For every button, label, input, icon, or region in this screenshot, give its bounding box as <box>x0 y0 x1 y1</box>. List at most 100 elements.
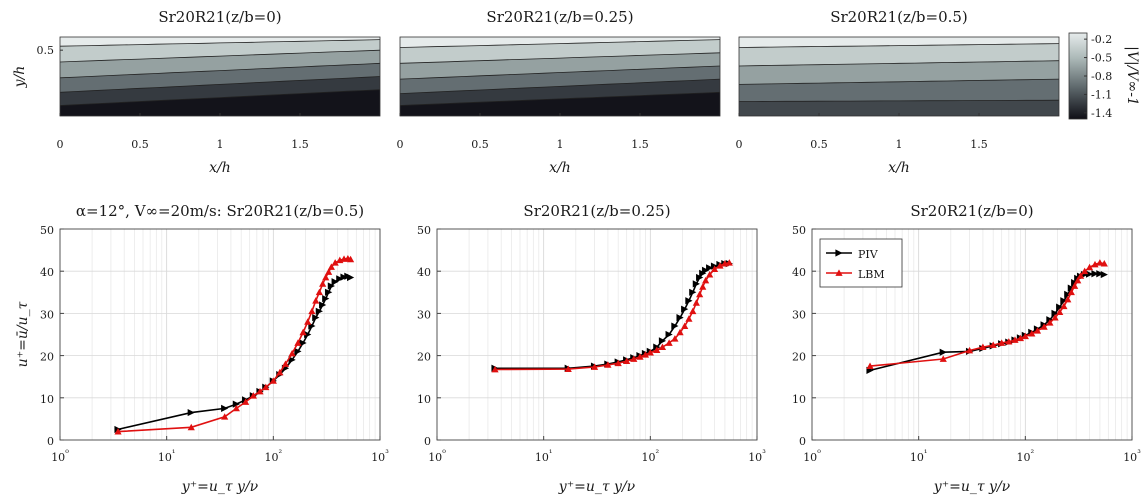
data-point-lbm <box>315 288 323 296</box>
plot-frame <box>811 228 1133 441</box>
series-line-lbm <box>869 261 1105 367</box>
contour-line <box>399 78 721 94</box>
data-point-lbm <box>564 365 572 372</box>
x-tick-label: 0.5 <box>131 138 149 151</box>
contour-line <box>738 43 1060 48</box>
x-axis-label: x/h <box>209 160 231 176</box>
y-tick-label: 20 <box>40 351 54 364</box>
data-point-piv <box>702 266 710 274</box>
data-point-lbm <box>249 392 257 399</box>
data-point-piv <box>340 273 348 281</box>
colorbar-tick-label: -0.5 <box>1091 52 1112 65</box>
x-tick-label: 10² <box>265 449 283 464</box>
data-point-lbm <box>1085 263 1094 271</box>
data-point-piv <box>658 337 667 345</box>
data-point-piv <box>671 322 679 330</box>
heatmap-band <box>400 92 720 116</box>
contour-line <box>59 49 381 63</box>
data-point-lbm <box>1060 302 1068 310</box>
contour-line <box>59 39 381 47</box>
x-tick-label: 1.5 <box>970 138 988 151</box>
data-point-piv <box>1067 284 1075 292</box>
data-point-lbm <box>681 322 689 329</box>
x-tick-label: 10³ <box>748 449 766 464</box>
data-point-piv <box>325 288 333 296</box>
x-tick-label: 1 <box>896 138 903 151</box>
data-point-lbm <box>706 270 714 278</box>
x-tick-label: 0.5 <box>471 138 489 151</box>
x-tick-label: 10³ <box>1123 449 1141 464</box>
data-point-piv <box>696 273 704 282</box>
data-point-lbm <box>665 339 673 346</box>
profile-plot: 0 10 20 30 40 50 10⁰ 10¹ 10² 10³ α=12°, V∞=20m/s: … <box>15 202 389 495</box>
data-point-lbm <box>658 343 667 351</box>
y-tick-label: 40 <box>792 266 806 279</box>
data-point-lbm <box>1077 272 1085 279</box>
plot-title: Sr20R21(z/b=0.25) <box>523 202 670 220</box>
data-point-lbm <box>696 290 704 298</box>
data-point-lbm <box>1016 334 1025 342</box>
data-point-piv <box>187 408 195 417</box>
data-point-piv <box>681 305 689 313</box>
data-point-lbm <box>604 361 612 368</box>
data-point-lbm <box>232 404 240 412</box>
heatmap-panel: Sr20R21(z/b=0) 0 0.5 1 1.5 x/h 0.5 y/h <box>12 8 381 176</box>
y-tick-label: 30 <box>40 308 54 321</box>
data-point-lbm <box>331 259 339 266</box>
y-tick-label: 10 <box>417 393 431 406</box>
data-point-piv <box>221 404 229 412</box>
plot-frame <box>59 228 381 441</box>
data-point-lbm <box>1005 338 1013 345</box>
data-point-piv <box>1096 270 1104 278</box>
data-point-lbm <box>308 307 316 315</box>
data-point-lbm <box>327 263 335 270</box>
x-tick-label: 10¹ <box>535 449 553 464</box>
data-point-lbm <box>641 351 650 358</box>
contour-line <box>399 52 721 64</box>
data-point-lbm <box>689 307 697 315</box>
data-point-lbm <box>1040 323 1048 330</box>
data-point-lbm <box>1091 260 1099 268</box>
data-point-lbm <box>692 299 700 306</box>
heatmap-title: Sr20R21(z/b=0) <box>158 8 281 26</box>
data-point-lbm <box>998 339 1006 346</box>
data-point-lbm <box>653 346 661 353</box>
heatmap-panel: Sr20R21(z/b=0.25) 0 0.5 1 1.5 x/h <box>397 8 721 176</box>
data-point-lbm <box>630 355 638 362</box>
colorbar-tick-label: -1.1 <box>1091 88 1112 101</box>
plot-title: Sr20R21(z/b=0) <box>910 202 1033 220</box>
x-tick-label: 1 <box>557 138 564 151</box>
data-point-lbm <box>114 427 122 435</box>
data-point-lbm <box>623 357 631 364</box>
data-point-lbm <box>491 365 499 373</box>
data-point-lbm <box>1028 330 1036 337</box>
data-point-piv <box>315 307 323 315</box>
x-tick-label: 0.5 <box>810 138 828 151</box>
data-point-lbm <box>1056 308 1064 316</box>
y-tick-label: 0 <box>799 435 806 448</box>
data-point-piv <box>294 347 302 355</box>
colorbar-tick-label: -1.4 <box>1091 107 1112 120</box>
y-tick-label: 0 <box>47 435 54 448</box>
data-point-lbm <box>671 335 679 342</box>
y-tick-label: 0.5 <box>37 44 55 57</box>
profile-plot: 0 10 20 30 40 50 10⁰ 10¹ 10² 10³ Sr20R21(z/b=0) y⁺=… <box>792 202 1141 495</box>
y-axis-label: y/h <box>12 66 28 89</box>
series-line-lbm <box>494 262 730 371</box>
legend: PIV LBM <box>819 238 903 288</box>
x-tick-label: 1.5 <box>631 138 649 151</box>
data-point-lbm <box>685 315 693 322</box>
x-tick-label: 0 <box>736 138 743 151</box>
data-point-piv <box>331 278 339 286</box>
legend-label: PIV <box>858 248 879 261</box>
data-point-lbm <box>710 265 719 272</box>
x-tick-label: 10⁰ <box>428 449 446 464</box>
y-tick-label: 30 <box>417 308 431 321</box>
data-point-piv <box>1100 270 1108 279</box>
y-tick-label: 40 <box>40 266 54 279</box>
data-point-lbm <box>319 280 327 287</box>
data-point-lbm <box>979 343 987 351</box>
x-tick-label: 10² <box>642 449 660 464</box>
data-point-piv <box>665 330 673 339</box>
